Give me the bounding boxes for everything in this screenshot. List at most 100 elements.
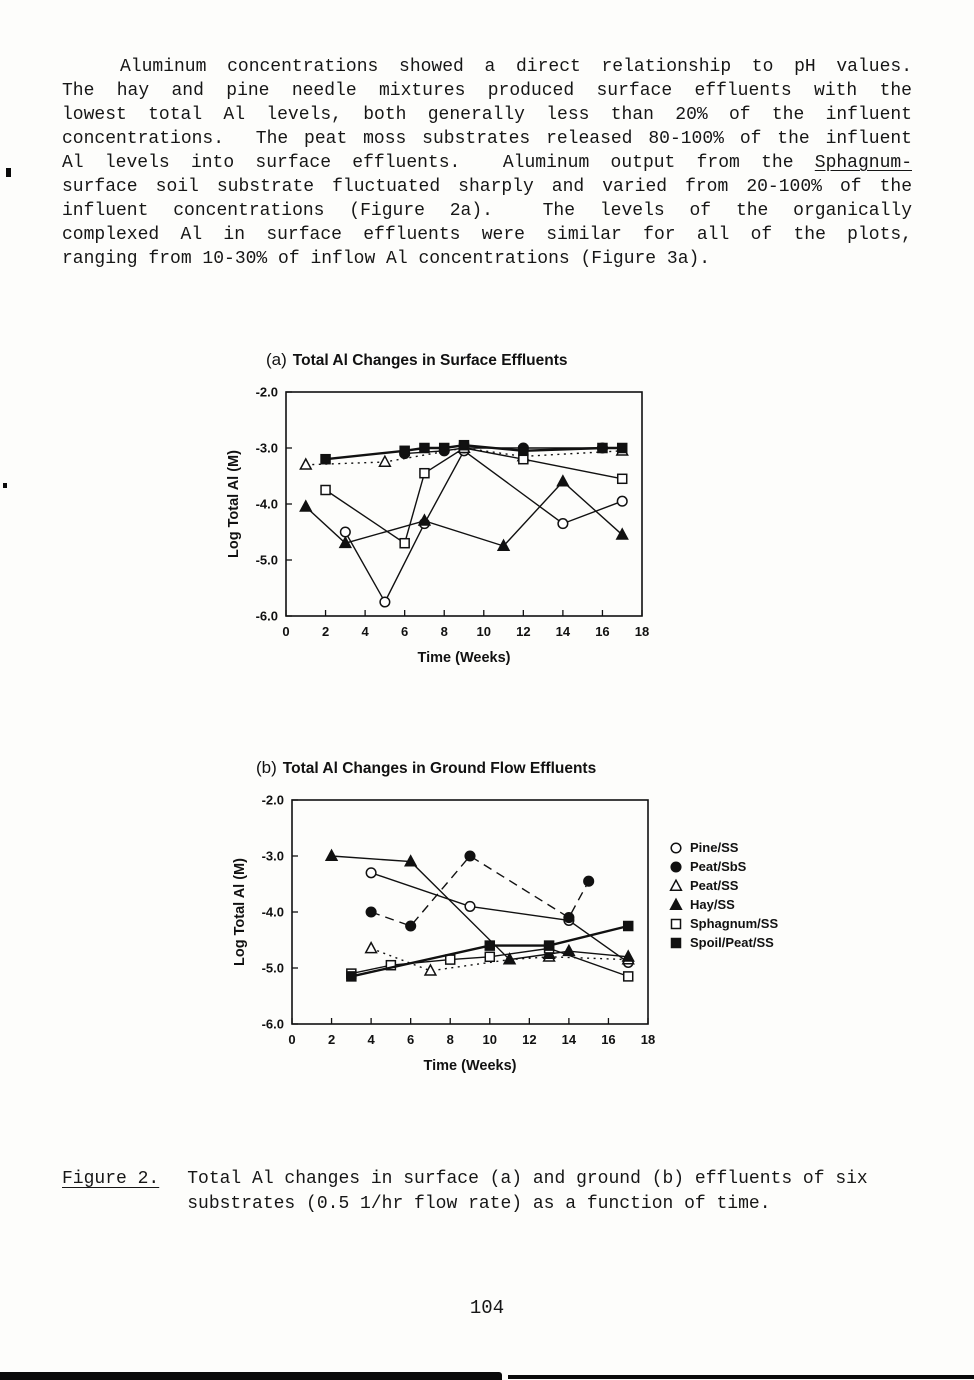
marker-sphagnum-ss (518, 453, 529, 465)
marker-sphagnum-ss (399, 537, 410, 549)
paragraph-line-9: ranging from 10-30% of inflow Al concent… (62, 247, 912, 271)
text-segment: lowest total Al levels, both generally l… (62, 105, 912, 125)
legend-label-peat-ss: Peat/SS (690, 878, 739, 893)
paragraph-line-8: complexed Al in surface effluents were s… (62, 223, 912, 247)
series-line-hay-ss (305, 480, 623, 547)
legend-label-hay-ss: Hay/SS (690, 897, 735, 912)
legend-label-sphagnum-ss: Sphagnum/SS (690, 916, 778, 931)
marker-pine-ss (379, 596, 391, 608)
chart-a-title: Total Al Changes in Surface Effluents (292, 352, 568, 369)
marker-sphagnum-ss (385, 959, 397, 971)
y-tick-label: -6.0 (256, 609, 278, 624)
x-axis-label: Time (Weeks) (424, 1058, 517, 1074)
marker-peat-sbs (405, 920, 417, 932)
paragraph-line-6: surface soil substrate fluctuated sharpl… (62, 175, 912, 199)
series-line-pine-ss (370, 872, 629, 963)
body-paragraph: Aluminum concentrations showed a direct … (62, 55, 912, 271)
marker-peat-sbs (464, 850, 476, 862)
marker-sphagnum-ss (622, 971, 634, 982)
marker-peat-ss (378, 454, 392, 467)
text-segment: influent concentrations (Figure 2a). The… (62, 201, 912, 221)
marker-hay-ss (417, 513, 432, 526)
series-line-sphagnum-ss (325, 447, 623, 545)
paragraph-line-1: Aluminum concentrations showed a direct … (62, 55, 912, 79)
legend-label-pine-ss: Pine/SS (690, 840, 739, 855)
series-line-peat-ss (370, 947, 629, 972)
paragraph-line-3: lowest total Al levels, both generally l… (62, 103, 912, 127)
x-tick-label: 6 (401, 624, 408, 639)
text-segment: complexed Al in surface effluents were s… (62, 225, 912, 245)
figure-caption-line-1: Total Al changes in surface (a) and grou… (187, 1169, 868, 1189)
marker-hay-ss (299, 499, 313, 512)
text-segment: Al levels into surface effluents. Alumin… (62, 153, 815, 173)
marker-pine-ss (339, 526, 351, 538)
chart-a-title-row: (a) Total Al Changes in Surface Effluents (266, 350, 682, 372)
figure-caption-label: Figure 2. (62, 1169, 160, 1189)
legend-label-peat-sbs: Peat/SbS (690, 859, 747, 874)
y-tick-label: -5.0 (256, 553, 278, 568)
marker-sphagnum-ss (419, 467, 430, 479)
figure-caption-line-2: substrates (0.5 1/hr flow rate) as a fun… (187, 1194, 771, 1214)
marker-sphagnum-ss (484, 951, 496, 963)
y-tick-label: -2.0 (256, 385, 278, 400)
chart-b-title: Total Al Changes in Ground Flow Effluent… (282, 760, 597, 777)
plot-frame (291, 799, 649, 1025)
x-tick-label: 8 (447, 1032, 454, 1047)
y-tick-label: -3.0 (262, 849, 284, 864)
y-tick-label: -4.0 (262, 905, 284, 920)
marker-spoil-peat-ss (616, 442, 628, 454)
y-tick-label: -6.0 (262, 1017, 284, 1032)
marker-spoil-peat-ss (597, 442, 608, 454)
scan-artifact (0, 1372, 502, 1380)
x-tick-label: 10 (477, 624, 491, 639)
series-line-sphagnum-ss (351, 947, 629, 978)
legend-marker-spoil-peat-ss (670, 937, 682, 949)
marker-spoil-peat-ss (320, 453, 331, 465)
x-tick-label: 12 (522, 1032, 536, 1047)
marker-hay-ss (556, 474, 570, 487)
series-line-peat-sbs (370, 855, 590, 927)
x-tick-label: 14 (562, 1032, 577, 1047)
figure-2a: (a) Total Al Changes in Surface Effluents… (222, 350, 682, 680)
chart-b-panel-label: (b) (256, 758, 277, 777)
marker-spoil-peat-ss (438, 442, 450, 454)
x-tick-label: 8 (441, 624, 448, 639)
series-line-spoil-peat-ss (351, 924, 629, 978)
series-line-peat-ss (305, 447, 623, 466)
legend-marker-sphagnum-ss (670, 918, 682, 930)
y-tick-label: -5.0 (262, 961, 284, 976)
x-tick-label: 2 (322, 624, 329, 639)
marker-pine-ss (557, 518, 569, 530)
marker-hay-ss (404, 854, 418, 867)
marker-pine-ss (616, 495, 628, 507)
marker-spoil-peat-ss (399, 445, 410, 457)
chart-b-canvas: 0 2 4 6 8 10 12 14 16 18 -2.0 -3.0 -4.0 -5.0 -6.0 Time … (232, 793, 778, 1075)
figure-caption: Figure 2. Total Al changes in surface (a… (62, 1167, 934, 1217)
series-line-hay-ss (331, 855, 629, 961)
paragraph-line-2: The hay and pine needle mixtures produce… (62, 79, 912, 103)
y-tick-label: -4.0 (256, 497, 278, 512)
x-tick-label: 0 (288, 1032, 295, 1047)
marker-hay-ss (324, 848, 339, 861)
page-number: 104 (469, 1297, 505, 1319)
marker-peat-sbs (563, 912, 575, 924)
marker-spoil-peat-ss (622, 920, 634, 932)
x-tick-label: 14 (556, 624, 571, 639)
paragraph-line-4: concentrations. The peat moss substrates… (62, 127, 912, 151)
marker-peat-ss (423, 963, 438, 976)
x-tick-label: 4 (361, 624, 369, 639)
y-tick-label: -2.0 (262, 793, 284, 808)
legend-marker-hay-ss (669, 897, 683, 910)
marker-peat-ss (299, 457, 313, 470)
x-tick-label: 18 (635, 624, 649, 639)
legend-label-spoil-peat-ss: Spoil/Peat/SS (690, 935, 774, 950)
marker-sphagnum-ss (320, 484, 331, 496)
series-line-pine-ss (344, 449, 623, 604)
chart-a-panel-label: (a) (266, 350, 287, 369)
marker-pine-ss (365, 867, 377, 879)
legend-marker-peat-sbs (670, 861, 682, 873)
legend-marker-peat-ss (669, 878, 683, 891)
y-axis-label: Log Total Al (M) (226, 450, 242, 558)
x-tick-label: 12 (516, 624, 530, 639)
